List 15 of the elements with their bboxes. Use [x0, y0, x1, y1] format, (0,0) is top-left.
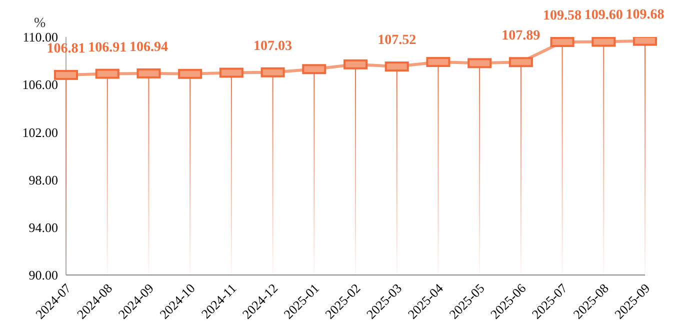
data-label: 106.91: [88, 40, 127, 56]
y-axis-title: %: [34, 16, 46, 32]
data-label: 106.81: [46, 41, 86, 56]
y-tick-label: 94.00: [28, 220, 58, 236]
y-tick-label: 102.00: [22, 124, 58, 140]
data-label: 107.03: [254, 38, 292, 54]
data-label: 107.52: [378, 33, 416, 48]
data-label: 109.60: [584, 8, 623, 24]
y-tick-label: 106.00: [22, 77, 58, 92]
data-label: 106.94: [129, 40, 168, 55]
y-tick-label: 90.00: [28, 268, 58, 283]
data-label: 107.89: [502, 28, 540, 44]
y-tick-label: 98.00: [28, 172, 58, 188]
data-label: 109.68: [626, 7, 664, 22]
data-label: 109.58: [543, 8, 582, 24]
